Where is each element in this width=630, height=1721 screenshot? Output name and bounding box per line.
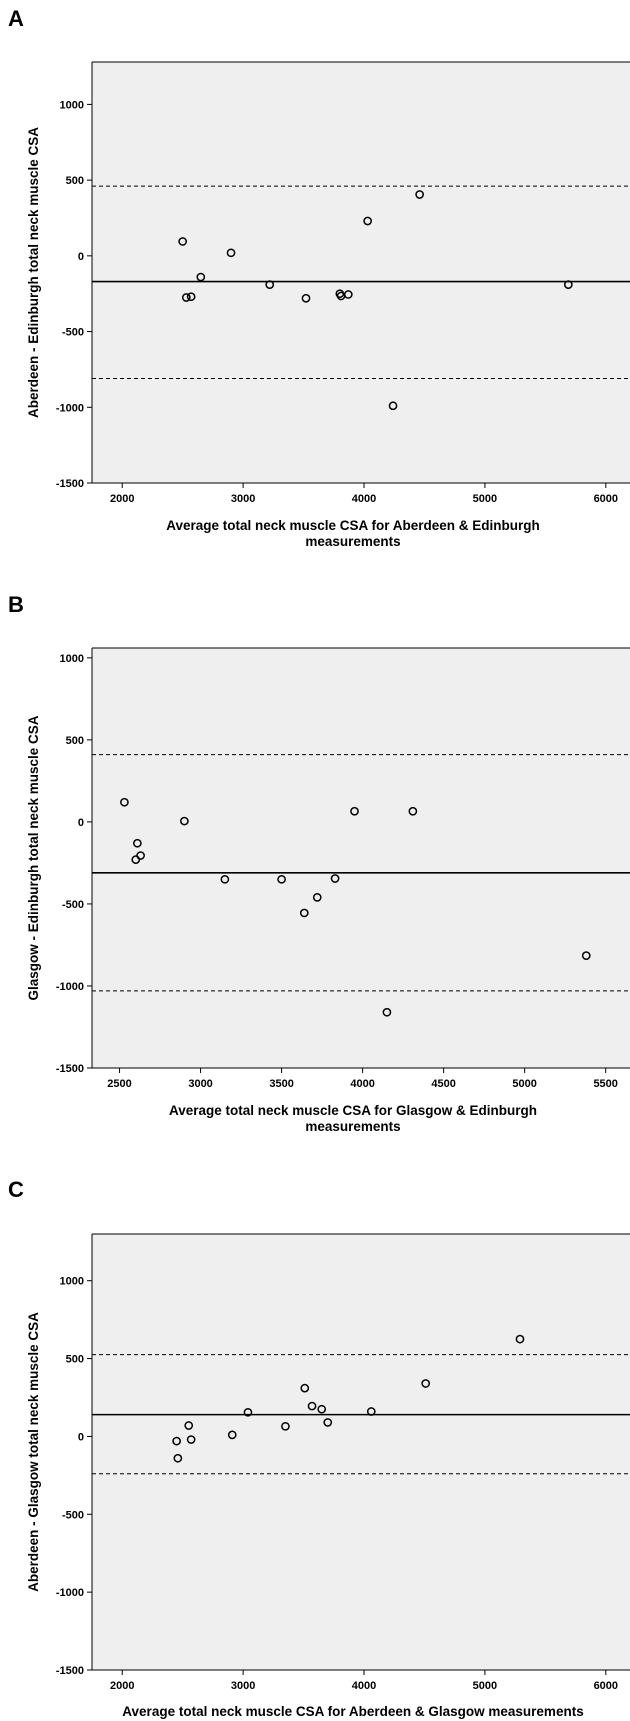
y-axis-title: Glasgow - Edinburgh total neck muscle CS… (26, 715, 41, 1000)
x-tick-label: 3000 (188, 1078, 212, 1090)
data-point (350, 806, 359, 816)
data-point (265, 280, 275, 289)
panel-label: A (8, 6, 24, 31)
data-point (227, 1430, 237, 1440)
data-point (226, 248, 236, 258)
panel-label: C (8, 1177, 24, 1202)
x-tick-label: 4500 (431, 1078, 455, 1090)
y-tick-label: 500 (66, 175, 84, 187)
data-point (366, 1407, 376, 1416)
y-tick-label: -1500 (56, 1063, 84, 1075)
y-tick-label: -1500 (56, 478, 84, 490)
data-point (120, 797, 129, 807)
x-tick-label: 6000 (594, 493, 618, 505)
x-axis-title: Average total neck muscle CSA for Aberde… (122, 1704, 583, 1719)
y-tick-label: 0 (78, 1431, 84, 1443)
data-point (186, 1435, 196, 1444)
panel-label: B (8, 592, 24, 617)
data-point (415, 190, 424, 199)
y-tick-label: 0 (78, 251, 84, 263)
y-tick-label: 0 (78, 817, 84, 829)
x-tick-label: 4000 (352, 493, 376, 505)
data-point (317, 1404, 327, 1414)
data-point (363, 216, 372, 226)
data-point (307, 1401, 317, 1411)
data-point (136, 851, 145, 860)
data-point (312, 893, 322, 902)
y-tick-label: 500 (66, 735, 84, 747)
x-tick-label: 3000 (231, 493, 255, 505)
data-point (300, 1383, 310, 1393)
data-point (301, 293, 311, 303)
data-point (277, 874, 286, 884)
x-axis-title: measurements (305, 1119, 400, 1134)
data-point (323, 1418, 333, 1427)
x-axis-title: Average total neck muscle CSA for Aberde… (166, 518, 540, 533)
x-tick-label: 2000 (110, 1680, 134, 1692)
x-tick-label: 5500 (593, 1078, 617, 1090)
data-point (581, 951, 591, 960)
data-point (186, 292, 196, 302)
y-tick-label: -1000 (56, 1587, 84, 1599)
y-tick-label: 1000 (60, 653, 84, 665)
data-point (173, 1453, 183, 1463)
data-point (563, 280, 573, 289)
x-tick-label: 3500 (269, 1078, 293, 1090)
plot-area (92, 648, 630, 1068)
y-tick-label: 1000 (60, 99, 84, 111)
x-tick-label: 6000 (594, 1680, 618, 1692)
data-point (408, 806, 418, 816)
data-point (220, 874, 230, 884)
x-tick-label: 3000 (231, 1680, 255, 1692)
x-tick-label: 4000 (352, 1680, 376, 1692)
data-point (388, 401, 398, 411)
y-tick-label: -500 (62, 327, 84, 339)
y-tick-label: -1000 (56, 981, 84, 993)
y-tick-label: 1000 (60, 1276, 84, 1288)
data-point (515, 1334, 525, 1344)
plot-area (92, 62, 630, 483)
x-axis-title: Average total neck muscle CSA for Glasgo… (169, 1103, 537, 1118)
y-axis-title: Aberdeen - Glasgow total neck muscle CSA (26, 1312, 41, 1592)
x-tick-label: 4000 (350, 1078, 374, 1090)
data-point (181, 293, 191, 302)
y-axis-title: Aberdeen - Edinburgh total neck muscle C… (26, 127, 41, 418)
data-point (343, 290, 353, 299)
x-tick-label: 5000 (512, 1078, 536, 1090)
data-point (299, 908, 309, 918)
y-tick-label: -500 (62, 1509, 84, 1521)
data-point (172, 1436, 181, 1446)
data-point (281, 1421, 290, 1431)
x-tick-label: 2000 (110, 493, 134, 505)
data-point (196, 272, 206, 282)
y-tick-label: 500 (66, 1354, 84, 1366)
x-tick-label: 2500 (107, 1078, 131, 1090)
data-point (421, 1379, 431, 1388)
y-tick-label: -500 (62, 899, 84, 911)
data-point (382, 1007, 392, 1017)
plot-area (92, 1234, 630, 1670)
data-point (330, 874, 340, 883)
data-point (184, 1421, 194, 1430)
y-tick-label: -1500 (56, 1665, 84, 1677)
data-point (133, 838, 142, 848)
x-tick-label: 5000 (473, 1680, 497, 1692)
y-tick-label: -1000 (56, 402, 84, 414)
data-point (180, 816, 189, 826)
x-tick-label: 5000 (473, 493, 497, 505)
x-axis-title: measurements (305, 534, 400, 549)
data-point (243, 1407, 253, 1417)
data-point (178, 237, 188, 246)
